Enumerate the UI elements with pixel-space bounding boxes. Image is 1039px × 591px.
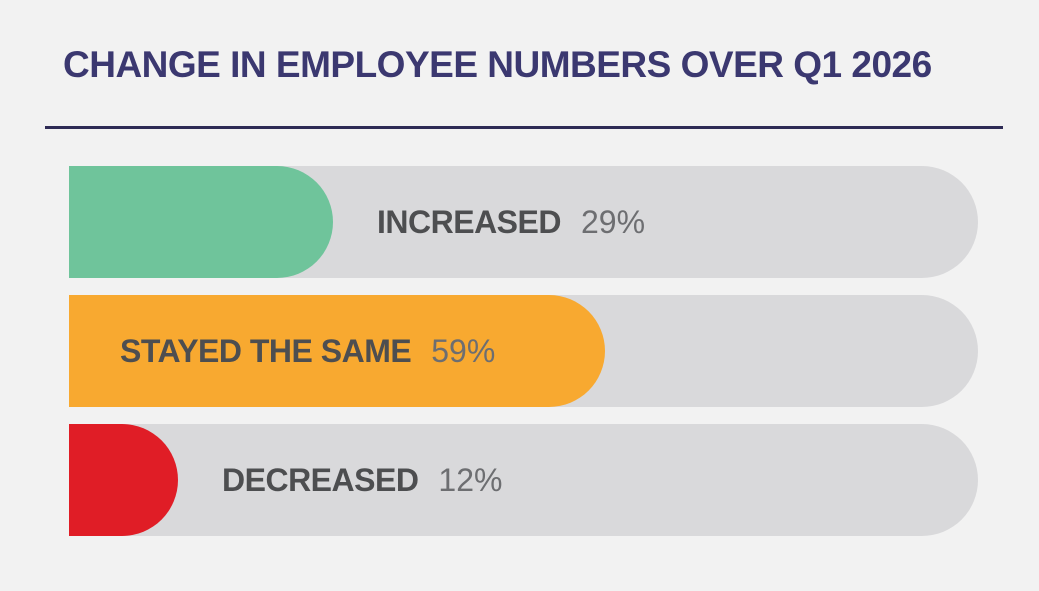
- bar-text: INCREASED 29%: [377, 166, 645, 278]
- bar-value: 12%: [438, 461, 503, 498]
- bar-row: DECREASED 12%: [69, 424, 978, 536]
- bar-label: INCREASED: [377, 203, 561, 240]
- title-divider-line: [45, 126, 1003, 129]
- bar-fill: [69, 295, 605, 407]
- bar-fill: [69, 166, 333, 278]
- bar-fill: [69, 424, 178, 536]
- bar-value: 59%: [431, 332, 496, 369]
- bar-label: STAYED THE SAME: [120, 332, 412, 369]
- bar-text: STAYED THE SAME 59%: [120, 295, 495, 407]
- bar-row: INCREASED 29%: [69, 166, 978, 278]
- bar-value: 29%: [580, 203, 646, 240]
- bar-row: STAYED THE SAME 59%: [69, 295, 978, 407]
- bar-chart: INCREASED 29% STAYED THE SAME 59% DECREASED 1…: [69, 166, 978, 536]
- bar-text: DECREASED 12%: [222, 424, 502, 536]
- bar-label: DECREASED: [222, 461, 419, 498]
- page-title: CHANGE IN EMPLOYEE NUMBERS OVER Q1 2026: [63, 44, 932, 85]
